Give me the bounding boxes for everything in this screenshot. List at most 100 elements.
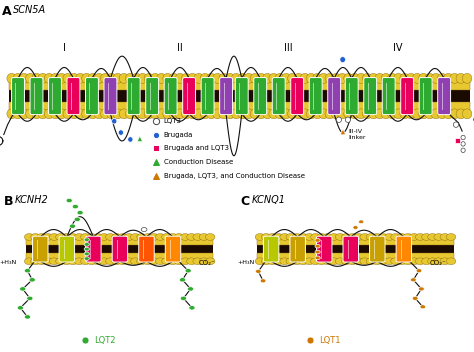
Circle shape (400, 109, 410, 119)
Circle shape (25, 258, 34, 265)
Circle shape (100, 109, 110, 119)
Circle shape (174, 258, 184, 265)
Bar (9, 78, 470, 90)
Circle shape (310, 258, 320, 265)
Circle shape (84, 257, 90, 260)
Circle shape (149, 234, 159, 240)
Circle shape (360, 258, 370, 265)
Circle shape (415, 234, 425, 240)
Circle shape (319, 109, 328, 119)
Circle shape (341, 258, 351, 265)
Circle shape (150, 109, 160, 119)
Circle shape (84, 238, 90, 241)
Circle shape (44, 73, 54, 83)
Circle shape (163, 73, 173, 83)
Text: Brugada and LQT3: Brugada and LQT3 (164, 145, 228, 151)
Circle shape (363, 109, 372, 119)
Circle shape (7, 73, 17, 83)
Circle shape (138, 73, 147, 83)
Circle shape (49, 258, 59, 265)
Circle shape (182, 109, 191, 119)
Circle shape (168, 234, 177, 240)
Text: LQT1: LQT1 (319, 336, 340, 345)
FancyBboxPatch shape (11, 77, 25, 115)
Circle shape (44, 109, 54, 119)
Circle shape (415, 258, 425, 265)
Circle shape (425, 73, 435, 83)
Circle shape (137, 258, 146, 265)
Circle shape (55, 234, 65, 240)
Circle shape (168, 258, 177, 265)
Bar (455, 138, 460, 143)
FancyBboxPatch shape (165, 236, 181, 262)
Circle shape (181, 296, 187, 301)
FancyBboxPatch shape (201, 77, 214, 115)
Text: CO₂⁻: CO₂⁻ (429, 260, 446, 266)
Circle shape (317, 234, 327, 240)
Circle shape (375, 109, 384, 119)
Circle shape (25, 315, 30, 319)
Circle shape (434, 234, 444, 240)
Circle shape (344, 109, 353, 119)
Circle shape (156, 109, 166, 119)
Circle shape (354, 234, 364, 240)
Circle shape (163, 109, 173, 119)
Text: A: A (2, 5, 12, 18)
Circle shape (387, 109, 397, 119)
Circle shape (337, 109, 347, 119)
Circle shape (231, 73, 241, 83)
Circle shape (20, 287, 26, 291)
Circle shape (231, 109, 241, 119)
Polygon shape (340, 129, 346, 135)
Circle shape (55, 258, 65, 265)
Circle shape (300, 73, 310, 83)
Circle shape (181, 234, 190, 240)
Circle shape (431, 109, 441, 119)
Circle shape (335, 234, 345, 240)
Bar (9, 90, 470, 102)
Text: B: B (4, 195, 13, 208)
Circle shape (256, 109, 266, 119)
Circle shape (19, 73, 29, 83)
Circle shape (188, 109, 197, 119)
Circle shape (438, 109, 447, 119)
FancyBboxPatch shape (438, 77, 451, 115)
Circle shape (81, 234, 90, 240)
Text: I: I (63, 43, 66, 53)
Circle shape (304, 258, 314, 265)
Circle shape (331, 73, 341, 83)
Circle shape (444, 73, 453, 83)
Circle shape (130, 234, 140, 240)
Circle shape (420, 305, 426, 309)
Circle shape (410, 278, 416, 282)
Circle shape (344, 73, 353, 83)
Circle shape (446, 258, 456, 265)
Circle shape (450, 109, 459, 119)
Circle shape (456, 73, 465, 83)
Circle shape (62, 258, 72, 265)
Circle shape (84, 243, 90, 246)
Circle shape (38, 73, 47, 83)
Circle shape (363, 73, 372, 83)
Circle shape (66, 198, 73, 203)
Circle shape (340, 57, 346, 63)
Circle shape (155, 258, 165, 265)
Circle shape (255, 269, 261, 274)
Circle shape (113, 109, 122, 119)
Circle shape (38, 109, 47, 119)
Circle shape (403, 258, 413, 265)
FancyBboxPatch shape (309, 77, 322, 115)
Circle shape (188, 287, 194, 291)
Text: III-IV
linker: III-IV linker (348, 129, 366, 140)
Text: II: II (177, 43, 183, 53)
Circle shape (425, 109, 435, 119)
Circle shape (69, 73, 79, 83)
Circle shape (169, 109, 179, 119)
Circle shape (119, 109, 129, 119)
FancyBboxPatch shape (164, 77, 177, 115)
Circle shape (26, 73, 35, 83)
Circle shape (213, 109, 222, 119)
Circle shape (358, 220, 364, 224)
Circle shape (43, 258, 53, 265)
Circle shape (238, 109, 247, 119)
